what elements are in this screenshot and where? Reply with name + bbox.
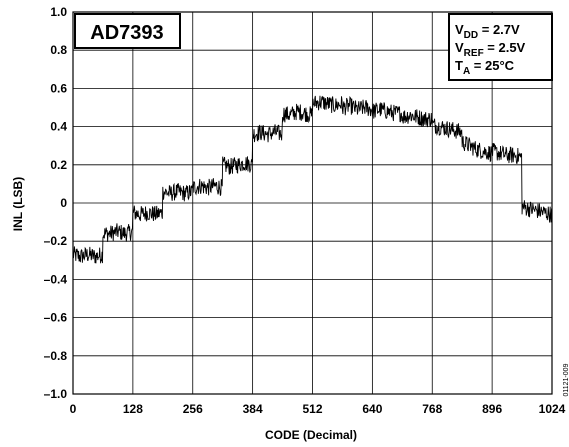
y-tick-label: –1.0: [44, 387, 68, 401]
y-axis-label: INL (LSB): [11, 177, 25, 231]
x-tick-label: 256: [183, 402, 203, 416]
y-tick-label: 1.0: [50, 5, 67, 19]
y-tick-label: 0.8: [50, 43, 67, 57]
x-tick-labels: 0 128 256 384 512 640 768 896 1024: [70, 402, 566, 416]
x-tick-label: 128: [123, 402, 143, 416]
y-tick-label: 0.2: [50, 158, 67, 172]
y-tick-label: –0.2: [44, 234, 68, 248]
x-tick-label: 768: [422, 402, 442, 416]
x-tick-label: 1024: [539, 402, 566, 416]
device-label-box: AD7393: [75, 14, 180, 48]
x-tick-label: 640: [362, 402, 382, 416]
y-tick-label: 0.6: [50, 81, 67, 95]
y-tick-label: –0.8: [44, 349, 68, 363]
y-tick-label: –0.6: [44, 311, 68, 325]
y-tick-label: 0.4: [50, 120, 67, 134]
x-axis-label: CODE (Decimal): [265, 428, 357, 442]
y-tick-label: –0.4: [44, 272, 68, 286]
device-label: AD7393: [90, 22, 163, 44]
y-tick-label: 0: [60, 196, 67, 210]
y-tick-labels: 1.0 0.8 0.6 0.4 0.2 0 –0.2 –0.4 –0.6 –0.8 –1.0: [44, 5, 68, 401]
x-tick-label: 896: [482, 402, 502, 416]
x-tick-label: 384: [243, 402, 263, 416]
x-tick-label: 0: [70, 402, 77, 416]
x-tick-label: 512: [302, 402, 322, 416]
conditions-box: VDD = 2.7V VREF = 2.5V TA = 25°C: [449, 14, 552, 80]
figure-id: 01121-009: [563, 363, 569, 396]
